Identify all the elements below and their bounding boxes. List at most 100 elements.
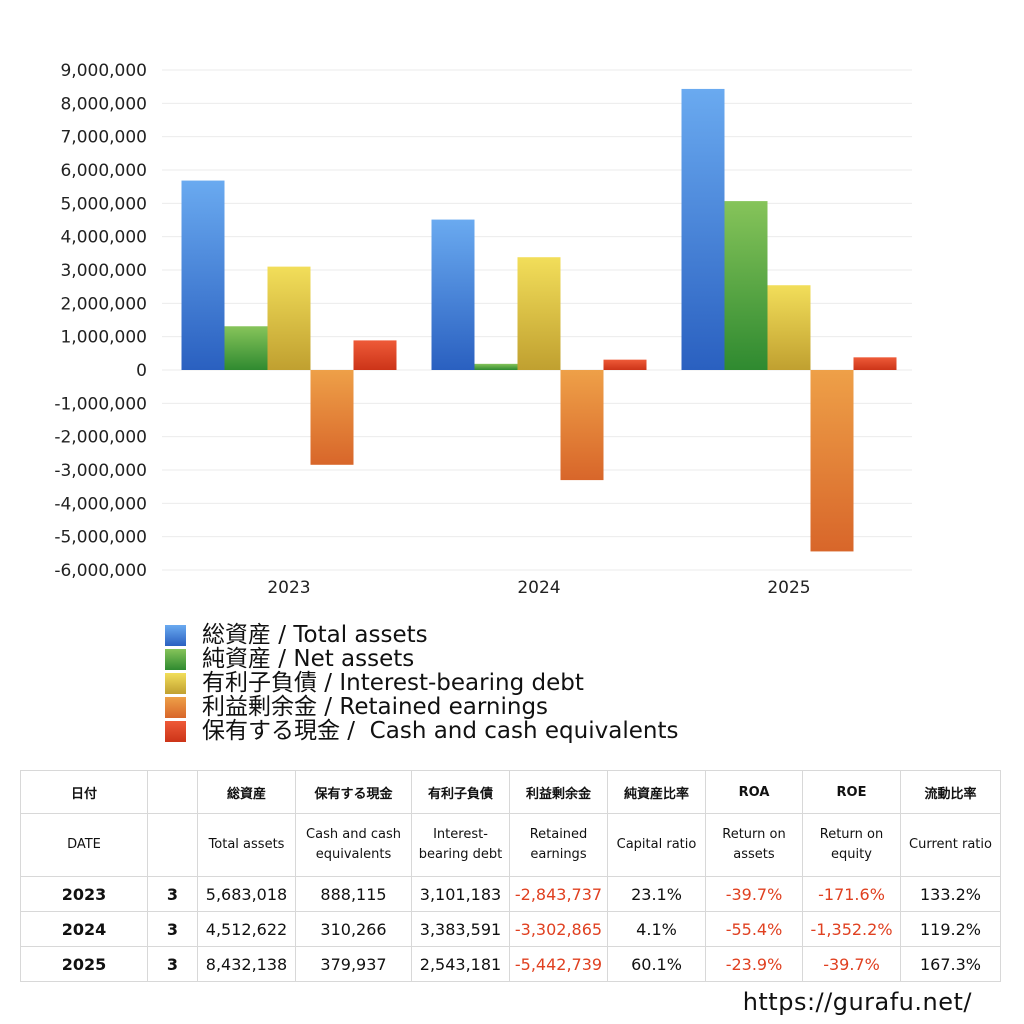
bar — [310, 370, 354, 465]
cell-year: 2024 — [20, 911, 148, 947]
header-total-assets-en: Total assets — [197, 813, 296, 877]
y-tick-label: 5,000,000 — [60, 194, 147, 214]
cell-retained: -3,302,865 — [509, 911, 608, 947]
cell-cash: 888,115 — [295, 876, 412, 912]
bar — [224, 326, 268, 370]
legend-swatch-cash — [165, 720, 186, 742]
cell-retained: -5,442,739 — [509, 946, 608, 982]
cell-year: 2023 — [20, 876, 148, 912]
cell-debt: 2,543,181 — [411, 946, 510, 982]
y-tick-label: -3,000,000 — [54, 461, 147, 481]
cell-retained: -2,843,737 — [509, 876, 608, 912]
cell-debt: 3,101,183 — [411, 876, 510, 912]
header-roa-jp: ROA — [705, 770, 803, 814]
bar — [431, 219, 475, 370]
table-row: 2025 3 8,432,138 379,937 2,543,181 -5,44… — [20, 946, 1001, 982]
legend-label: 有利子負債 / Interest-bearing debt — [202, 670, 584, 696]
header-roe-jp: ROE — [802, 770, 901, 814]
y-tick-label: -6,000,000 — [54, 561, 147, 581]
header-capital-ratio-en: Capital ratio — [607, 813, 706, 877]
cell-roe: -171.6% — [802, 876, 901, 912]
header-date-jp: 日付 — [20, 770, 148, 814]
bar — [517, 257, 561, 370]
y-tick-label: 4,000,000 — [60, 228, 147, 248]
header-retained-jp: 利益剰余金 — [509, 770, 608, 814]
site-url: https://gurafu.net/ — [742, 988, 972, 1016]
cell-capital-ratio: 60.1% — [607, 946, 706, 982]
x-category-label: 2025 — [767, 578, 810, 598]
y-tick-label: -2,000,000 — [54, 428, 147, 448]
legend-label: 利益剰余金 / Retained earnings — [202, 694, 549, 720]
legend-swatch-net-assets — [165, 648, 186, 670]
bar — [767, 285, 811, 370]
chart-legend: 総資産 / Total assets 純資産 / Net assets 有利子負… — [165, 623, 678, 743]
y-tick-label: -4,000,000 — [54, 494, 147, 514]
bar — [681, 88, 725, 370]
cell-quarter: 3 — [147, 946, 198, 982]
cell-capital-ratio: 4.1% — [607, 911, 706, 947]
legend-item-interest-bearing-debt: 有利子負債 / Interest-bearing debt — [165, 671, 678, 695]
table-header-row-en: DATE Total assets Cash and cash equivale… — [20, 813, 1001, 877]
bars — [181, 88, 897, 552]
bar — [603, 359, 647, 370]
x-axis-category-labels: 2023 2024 2025 — [267, 578, 810, 598]
legend-label: 総資産 / Total assets — [202, 622, 428, 648]
legend-item-total-assets: 総資産 / Total assets — [165, 623, 678, 647]
y-tick-label: 8,000,000 — [60, 94, 147, 114]
cell-total-assets: 8,432,138 — [197, 946, 296, 982]
y-tick-label: -1,000,000 — [54, 394, 147, 414]
y-tick-label: 6,000,000 — [60, 161, 147, 181]
grid-lines — [162, 69, 912, 571]
bar — [267, 266, 311, 370]
y-tick-label: 3,000,000 — [60, 261, 147, 281]
y-axis-tick-labels: 9,000,000 8,000,000 7,000,000 6,000,000 5,00… — [54, 61, 147, 581]
legend-item-cash: 保有する現金 / Cash and cash equivalents — [165, 719, 678, 743]
financial-summary-table: 日付 総資産 保有する現金 有利子負債 利益剰余金 純資産比率 ROA ROE … — [20, 770, 1001, 982]
cell-cash: 310,266 — [295, 911, 412, 947]
header-roe-en: Return on equity — [802, 813, 901, 877]
bar — [810, 370, 854, 552]
header-current-ratio-jp: 流動比率 — [900, 770, 1001, 814]
table-header-row-jp: 日付 総資産 保有する現金 有利子負債 利益剰余金 純資産比率 ROA ROE … — [20, 770, 1001, 814]
header-cash-en: Cash and cash equivalents — [295, 813, 412, 877]
header-total-assets-jp: 総資産 — [197, 770, 296, 814]
table-row: 2023 3 5,683,018 888,115 3,101,183 -2,84… — [20, 876, 1001, 912]
bar — [181, 180, 225, 370]
legend-label: 保有する現金 / Cash and cash equivalents — [202, 718, 679, 744]
cell-roa: -39.7% — [705, 876, 803, 912]
cell-roe: -1,352.2% — [802, 911, 901, 947]
y-tick-label: 0 — [136, 361, 147, 381]
x-category-label: 2023 — [267, 578, 310, 598]
bar — [853, 357, 897, 370]
legend-swatch-interest-bearing-debt — [165, 672, 186, 694]
header-current-ratio-en: Current ratio — [900, 813, 1001, 877]
cell-roa: -55.4% — [705, 911, 803, 947]
legend-swatch-retained-earnings — [165, 696, 186, 718]
cell-current-ratio: 119.2% — [900, 911, 1001, 947]
header-blank — [147, 813, 198, 877]
bar — [353, 340, 397, 370]
header-cash-jp: 保有する現金 — [295, 770, 412, 814]
table-row: 2024 3 4,512,622 310,266 3,383,591 -3,30… — [20, 911, 1001, 947]
cell-year: 2025 — [20, 946, 148, 982]
header-retained-en: Retained earnings — [509, 813, 608, 877]
bar — [474, 363, 518, 370]
bar — [724, 201, 768, 370]
bar-chart: 9,000,000 8,000,000 7,000,000 6,000,000 5,00… — [54, 61, 912, 598]
header-debt-jp: 有利子負債 — [411, 770, 510, 814]
cell-capital-ratio: 23.1% — [607, 876, 706, 912]
y-tick-label: 9,000,000 — [60, 61, 147, 81]
legend-item-net-assets: 純資産 / Net assets — [165, 647, 678, 671]
header-debt-en: Interest-bearing debt — [411, 813, 510, 877]
header-capital-ratio-jp: 純資産比率 — [607, 770, 706, 814]
cell-cash: 379,937 — [295, 946, 412, 982]
bar — [560, 370, 604, 481]
cell-total-assets: 5,683,018 — [197, 876, 296, 912]
legend-swatch-total-assets — [165, 624, 186, 646]
cell-quarter: 3 — [147, 911, 198, 947]
cell-quarter: 3 — [147, 876, 198, 912]
cell-roa: -23.9% — [705, 946, 803, 982]
legend-item-retained-earnings: 利益剰余金 / Retained earnings — [165, 695, 678, 719]
cell-debt: 3,383,591 — [411, 911, 510, 947]
header-blank — [147, 770, 198, 814]
